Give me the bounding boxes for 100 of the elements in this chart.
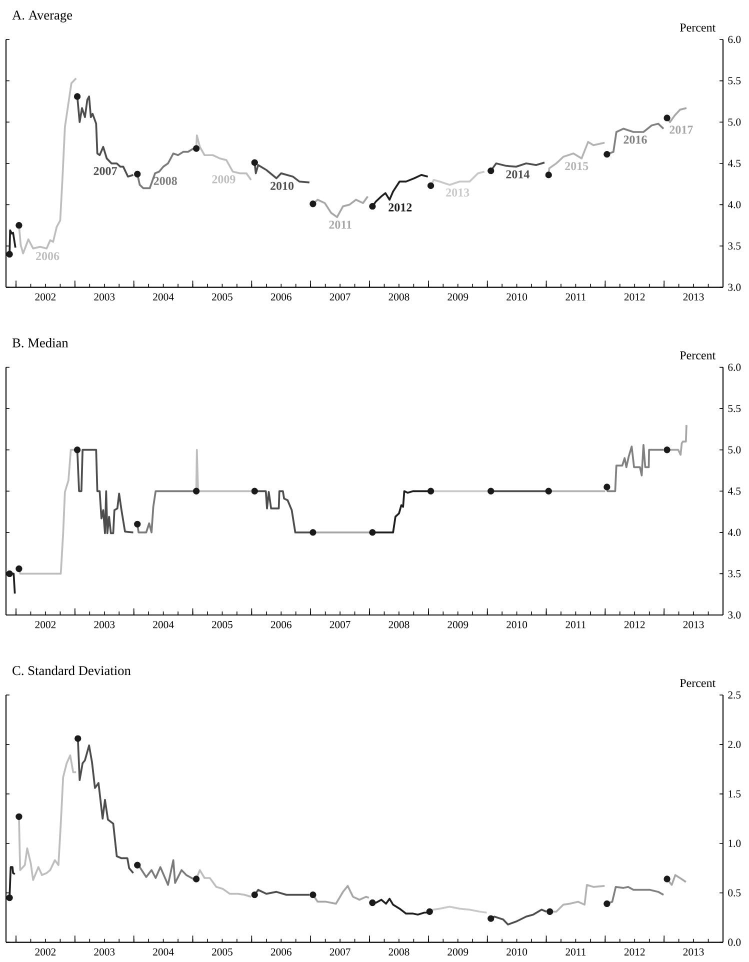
- x-tick-label: 2010: [506, 293, 528, 301]
- x-tick-label: 2009: [448, 293, 468, 301]
- x-tick-label: 2006: [270, 293, 292, 301]
- point: [16, 813, 22, 820]
- point: [74, 93, 81, 100]
- point: [664, 114, 670, 122]
- y-tick-label: 6.0: [728, 364, 741, 371]
- series-label: 2009: [212, 175, 236, 184]
- x-tick-label: 2012: [624, 621, 645, 628]
- y-tick-label: 3.0: [728, 284, 741, 291]
- x-tick-label: 2011: [566, 948, 586, 956]
- y-tick-label: 1.0: [728, 840, 741, 847]
- x-tick-label: 2003: [94, 948, 115, 956]
- x-tick-label: 2006: [270, 948, 292, 956]
- point: [251, 488, 258, 494]
- x-tick-label: 2003: [94, 621, 115, 628]
- point: [664, 446, 670, 454]
- point: [16, 222, 22, 229]
- point: [251, 891, 258, 898]
- point: [310, 529, 316, 536]
- series-label: 2010: [270, 182, 294, 190]
- point: [488, 488, 494, 494]
- y-axis-title: Percent: [680, 679, 716, 688]
- series-label: 2012: [388, 203, 412, 212]
- y-tick-label: 5.5: [728, 405, 741, 412]
- point: [310, 200, 316, 208]
- x-tick-label: 2005: [212, 293, 232, 301]
- x-tick-label: 2007: [330, 621, 350, 628]
- series-label: 2006: [36, 252, 60, 260]
- point: [426, 908, 433, 915]
- point: [664, 876, 670, 882]
- chart-title: B. Median: [12, 338, 68, 348]
- x-tick-label: 2013: [683, 621, 704, 628]
- series-label: 2017: [670, 126, 693, 134]
- point: [6, 894, 13, 902]
- x-tick-label: 2011: [566, 621, 586, 628]
- y-tick-label: 1.5: [728, 790, 741, 798]
- x-tick-label: 2007: [330, 948, 350, 956]
- x-tick-label: 2011: [566, 293, 586, 301]
- series-label: 2007: [94, 166, 117, 176]
- x-tick-label: 2012: [624, 948, 645, 956]
- x-tick-label: 2012: [624, 293, 645, 301]
- point: [545, 172, 552, 178]
- x-tick-label: 2007: [330, 293, 350, 301]
- x-tick-label: 2009: [448, 621, 468, 628]
- point: [6, 250, 13, 258]
- y-tick-label: 2.0: [728, 740, 741, 748]
- y-tick-label: 5.0: [728, 118, 741, 126]
- x-tick-label: 2002: [35, 948, 56, 956]
- x-tick-label: 2008: [388, 621, 410, 628]
- point: [427, 488, 434, 494]
- point: [134, 862, 141, 868]
- y-tick-label: 4.5: [728, 160, 741, 167]
- y-axis-title: Percent: [680, 351, 716, 360]
- x-tick-label: 2002: [35, 293, 56, 301]
- chart-title: A. Average: [12, 10, 72, 22]
- point: [74, 446, 81, 454]
- point: [488, 915, 494, 922]
- x-tick-label: 2006: [270, 621, 292, 628]
- point: [369, 529, 376, 536]
- point: [604, 900, 610, 908]
- point: [604, 484, 610, 490]
- point: [604, 150, 610, 158]
- x-tick-label: 2002: [35, 621, 56, 628]
- x-tick-label: 2005: [212, 948, 232, 956]
- y-tick-label: 4.0: [728, 201, 741, 208]
- y-tick-label: 2.5: [728, 691, 741, 699]
- x-tick-label: 2003: [94, 293, 115, 301]
- point: [427, 182, 434, 190]
- y-tick-label: 4.5: [728, 488, 741, 495]
- point: [369, 899, 376, 906]
- x-tick-label: 2010: [506, 621, 528, 628]
- point: [369, 203, 376, 210]
- point: [16, 565, 22, 572]
- x-tick-label: 2013: [683, 293, 704, 301]
- y-tick-label: 3.5: [728, 570, 741, 578]
- point: [134, 520, 141, 528]
- y-tick-label: 5.5: [728, 77, 741, 84]
- x-tick-label: 2008: [388, 948, 410, 956]
- point: [488, 167, 494, 174]
- y-tick-label: 0.5: [728, 889, 741, 896]
- y-tick-label: 5.0: [728, 446, 741, 454]
- y-tick-label: 6.0: [728, 36, 741, 44]
- x-tick-label: 2008: [388, 293, 410, 301]
- y-tick-label: 3.5: [728, 242, 741, 250]
- series-label: 2015: [565, 162, 588, 170]
- x-tick-label: 2004: [153, 621, 174, 628]
- series-label: 2014: [506, 170, 530, 178]
- x-tick-label: 2005: [212, 621, 232, 628]
- point: [134, 170, 141, 178]
- point: [6, 570, 13, 578]
- point: [74, 735, 82, 742]
- y-tick-label: 3.0: [728, 611, 741, 619]
- point: [192, 876, 200, 882]
- y-axis-title: Percent: [680, 24, 716, 32]
- x-tick-label: 2009: [448, 948, 468, 956]
- y-tick-label: 0.0: [728, 938, 741, 946]
- point: [545, 488, 552, 494]
- point: [310, 891, 316, 898]
- series-label: 2008: [154, 176, 177, 186]
